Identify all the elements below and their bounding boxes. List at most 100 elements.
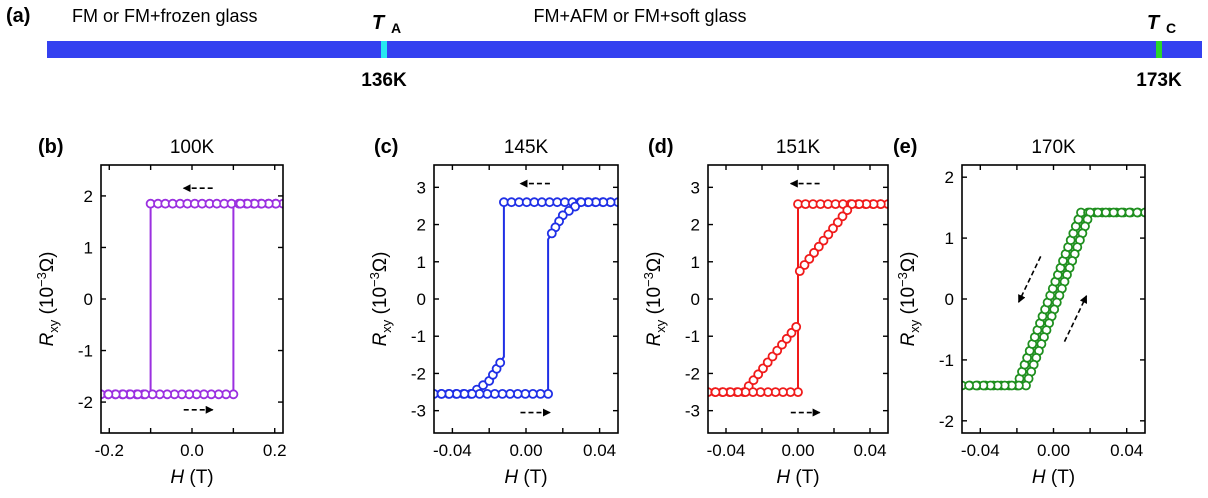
y-tick-label-c: 1 [417, 253, 426, 272]
y-axis-exponent-e: −3 [895, 272, 910, 287]
data-point-d [791, 321, 802, 332]
y-axis-symbol-b: R [37, 332, 58, 346]
y-tick-label-b: -2 [78, 393, 93, 412]
y-tick-label-e: -1 [939, 351, 954, 370]
y-axis-unit-end-e: Ω) [898, 252, 919, 273]
panel-label-b: (b) [38, 136, 64, 158]
y-axis-unit-end-c: Ω) [370, 252, 391, 273]
chart-title-b: 100K [170, 137, 215, 158]
data-point-e [1108, 207, 1119, 218]
y-tick-label-c: -3 [411, 402, 426, 421]
data-point-d [847, 199, 857, 210]
x-axis-unit-d: (T) [790, 467, 820, 488]
data-point-d [809, 247, 819, 258]
y-tick-label-e: -2 [939, 412, 954, 431]
data-point-d [837, 211, 848, 222]
y-axis-exponent-b: −3 [34, 272, 49, 287]
region-label-left: FM or FM+frozen glass [72, 6, 258, 26]
x-axis-symbol-e: H [1032, 467, 1046, 488]
x-axis-symbol-d: H [776, 467, 790, 488]
y-axis-title-b: Rxy (10−3Ω) [34, 252, 61, 347]
data-point-e [1132, 207, 1143, 218]
chart-panel-e: (e) 170K -0.04 0.00 0.04 -2 -1 0 1 2 H (T) Rxy (10−… [893, 136, 1146, 488]
data-point-d [794, 266, 805, 277]
timeline-marker-a [381, 41, 387, 58]
region-label-right: FM+AFM or FM+soft glass [533, 6, 746, 26]
series-line-b-0 [101, 202, 283, 396]
y-tick-label-c: 0 [417, 290, 426, 309]
y-tick-label-d: 2 [691, 216, 700, 235]
y-axis-title-c: Rxy (10−3Ω) [367, 252, 394, 347]
plot-data-c [434, 197, 618, 399]
y-tick-label-e: 2 [945, 168, 954, 187]
y-tick-label-b: -1 [78, 342, 93, 361]
data-point-c [546, 228, 557, 239]
chart-title-c: 145K [504, 137, 549, 158]
panel-label-d: (d) [648, 136, 674, 158]
data-point-d [799, 260, 810, 270]
y-axis-unit-b: (10 [37, 287, 58, 320]
x-tick-label-b: 0.2 [263, 441, 287, 460]
x-tick-label-c: 0.00 [509, 441, 542, 460]
x-tick-label-b: 0.0 [180, 441, 204, 460]
y-axis-symbol-c: R [370, 332, 391, 346]
marker-subscript-c: C [1166, 20, 1176, 36]
x-tick-label-c: 0.04 [583, 441, 616, 460]
y-tick-label-c: 2 [417, 216, 426, 235]
y-axis-title-e: Rxy (10−3Ω) [895, 252, 922, 347]
x-tick-label-d: 0.00 [781, 441, 814, 460]
series-line-b-1 [101, 202, 283, 396]
x-axis-title-b: H (T) [170, 467, 213, 488]
y-tick-label-d: 0 [691, 290, 700, 309]
timeline-bar [47, 41, 1202, 58]
y-axis-symbol-e: R [898, 332, 919, 346]
marker-symbol-a: T [372, 12, 386, 34]
x-tick-label-d: 0.04 [853, 441, 886, 460]
y-axis-subscript-d: xy [653, 319, 668, 333]
y-tick-label-b: 0 [84, 290, 93, 309]
sweep-arrow-e-1 [1063, 295, 1088, 342]
y-axis-exponent-c: −3 [367, 272, 382, 287]
marker-symbol-c: T [1147, 12, 1161, 34]
y-tick-label-d: -1 [685, 327, 700, 346]
data-point-e [1093, 207, 1103, 218]
data-point-e [1116, 207, 1127, 218]
plot-data-e [962, 207, 1145, 391]
x-axis-symbol-c: H [504, 467, 518, 488]
y-axis-subscript-c: xy [379, 319, 394, 333]
marker-subscript-a: A [391, 20, 401, 36]
marker-value-a: 136K [361, 70, 407, 91]
x-tick-label-c: -0.04 [433, 441, 472, 460]
y-axis-unit-c: (10 [370, 287, 391, 320]
data-point-d [828, 223, 838, 234]
x-axis-unit-c: (T) [518, 467, 548, 488]
data-point-c [495, 357, 506, 368]
y-tick-label-e: 0 [945, 290, 954, 309]
chart-title-d: 151K [776, 137, 821, 158]
panel-label-e: (e) [893, 136, 917, 158]
plot-data-d [708, 199, 888, 398]
y-axis-unit-e: (10 [898, 287, 919, 320]
y-tick-label-c: 3 [417, 178, 426, 197]
y-tick-label-e: 1 [945, 229, 954, 248]
y-axis-unit-end-d: Ω) [644, 252, 665, 273]
chart-panel-c: (c) 145K -0.04 0.00 0.04 -3 -2 -1 0 1 2 3 H (T) Rxy (… [367, 136, 619, 488]
y-axis-subscript-e: xy [907, 319, 922, 333]
data-point-b [103, 389, 114, 400]
sweep-arrow-e-0 [1018, 256, 1042, 303]
timeline-marker-c [1156, 41, 1162, 58]
x-tick-label-b: -0.2 [95, 441, 124, 460]
marker-value-c: 173K [1136, 70, 1182, 91]
data-point-d [818, 235, 829, 246]
y-axis-title-d: Rxy (10−3Ω) [641, 252, 668, 347]
y-tick-label-c: -1 [411, 327, 426, 346]
data-point-d [804, 253, 815, 264]
x-tick-label-d: -0.04 [707, 441, 746, 460]
x-axis-title-d: H (T) [776, 467, 819, 488]
x-axis-unit-b: (T) [184, 467, 214, 488]
x-tick-label-e: -0.04 [961, 441, 1000, 460]
panel-label-c: (c) [374, 136, 398, 158]
chart-panel-b: (b) 100K -0.2 0.0 0.2 -2 -1 0 1 2 H (T) Rxy (10−3Ω) [34, 136, 287, 488]
x-axis-symbol-b: H [170, 467, 184, 488]
